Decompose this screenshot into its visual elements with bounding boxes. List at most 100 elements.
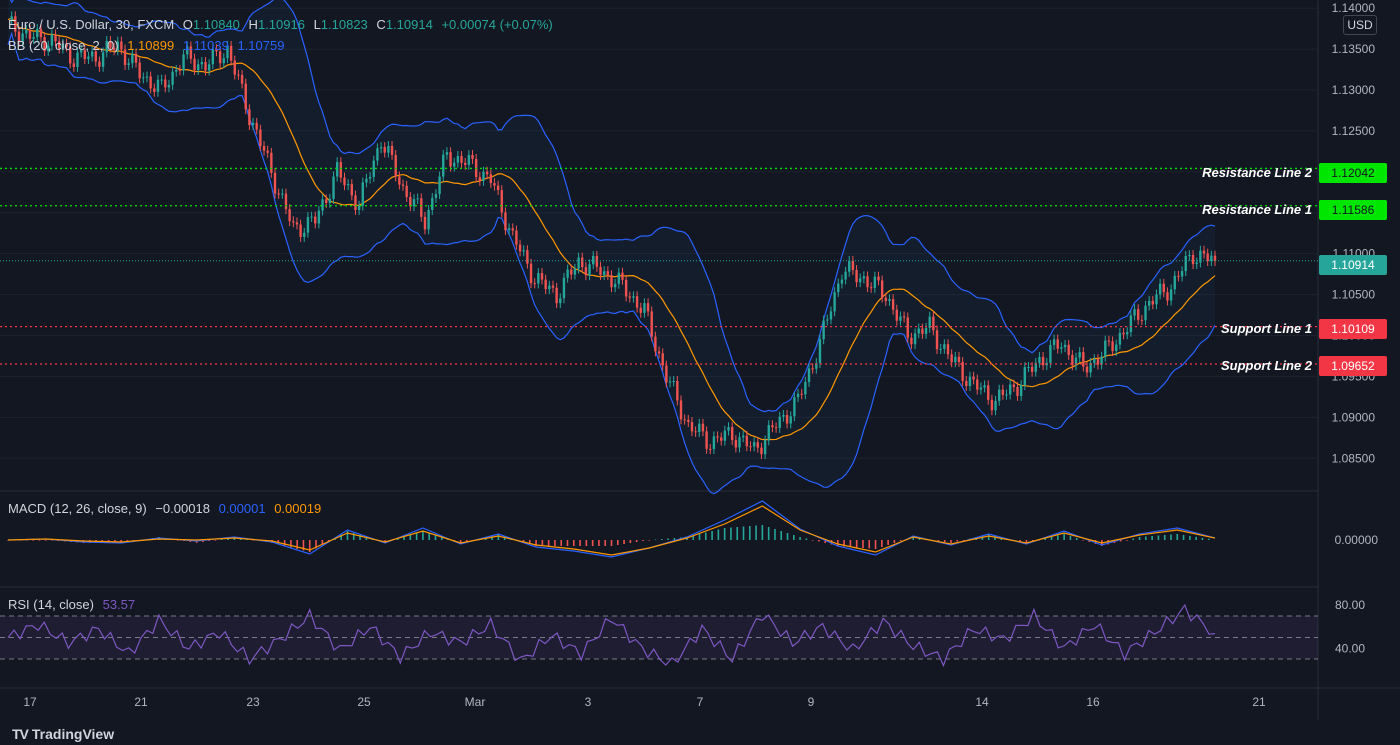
macd-hist-bar <box>887 540 889 545</box>
candle-body <box>21 33 24 42</box>
close-value: C1.10914 <box>376 17 433 32</box>
candle-body <box>851 260 855 270</box>
candle-body <box>676 380 679 401</box>
candle-body <box>1074 357 1078 366</box>
time-tick-label: 23 <box>246 695 260 709</box>
symbol-legend[interactable]: Euro / U.S. Dollar, 30, FXCM O1.10840 H1… <box>8 17 558 32</box>
macd-hist-bar <box>554 540 556 546</box>
macd-hist-bar <box>962 540 965 541</box>
macd-hist-bar <box>698 534 701 540</box>
macd-hist-bar <box>308 540 311 552</box>
macd-hist-bar <box>881 540 883 547</box>
candle-body <box>1118 332 1122 345</box>
macd-hist-bar <box>1119 540 1122 542</box>
macd-hist-bar <box>912 537 915 540</box>
candle-body <box>496 185 500 191</box>
macd-hist-bar <box>44 540 47 541</box>
candle-body <box>233 60 236 75</box>
candle-body <box>1089 362 1092 373</box>
candle-body <box>175 69 178 72</box>
candle-body <box>592 255 595 265</box>
macd-hist-bar <box>535 540 537 546</box>
candle-body <box>25 29 28 34</box>
resistance-2-label: Resistance Line 2 <box>1202 165 1312 180</box>
candle-body <box>910 337 913 345</box>
candle-body <box>1166 292 1169 301</box>
candle-body <box>555 287 558 304</box>
candle-body <box>277 193 280 195</box>
candle-body <box>445 152 449 155</box>
bb-upper-value: 1.11039 <box>182 38 229 53</box>
macd-hist-bar <box>1025 540 1028 543</box>
macd-hist-bar <box>227 538 229 540</box>
candle-body <box>829 311 833 320</box>
candle-body <box>1140 319 1144 321</box>
candle-body <box>1001 389 1005 395</box>
candle-body <box>39 28 43 38</box>
macd-hist-bar <box>786 533 789 540</box>
candle-body <box>584 267 588 276</box>
candle-body <box>968 376 972 387</box>
candle-body <box>807 368 811 382</box>
candle-body <box>47 45 50 52</box>
candle-body <box>939 348 942 350</box>
bb-legend[interactable]: BB (20, close, 2, 0) 1.10899 1.11039 1.1… <box>8 38 289 53</box>
candle-body <box>734 440 738 448</box>
candle-body <box>266 150 269 153</box>
candle-body <box>833 292 836 312</box>
candle-body <box>478 177 482 181</box>
macd-hist-bar <box>321 540 324 545</box>
macd-hist-bar <box>868 540 871 549</box>
candle-body <box>87 56 90 60</box>
candle-body <box>504 212 507 231</box>
macd-hist-bar <box>956 540 959 542</box>
candle-body <box>292 221 295 223</box>
candle-body <box>767 425 770 441</box>
macd-hist-bar <box>937 540 940 541</box>
candle-body <box>460 155 463 163</box>
time-axis[interactable]: 17 21 23 25 Mar 3 7 9 14 16 21 <box>23 695 1266 709</box>
macd-hist-bar <box>38 540 41 541</box>
candle-body <box>482 171 485 181</box>
candle-body <box>668 381 672 383</box>
macd-hist-bar <box>220 539 223 540</box>
candle-body <box>723 430 727 441</box>
candle-body <box>745 435 749 447</box>
candle-body <box>752 442 756 447</box>
tradingview-icon: TV <box>12 726 29 742</box>
macd-hist-bar <box>26 540 28 541</box>
candle-body <box>65 43 68 47</box>
candle-body <box>372 160 375 177</box>
candle-body <box>182 54 185 71</box>
candle-body <box>1195 262 1198 265</box>
candle-body <box>544 279 547 290</box>
candle-body <box>994 400 997 411</box>
candle-body <box>811 368 814 370</box>
candle-body <box>577 257 580 269</box>
macd-legend[interactable]: MACD (12, 26, close, 9) −0.00018 0.00001… <box>8 501 326 516</box>
currency-button[interactable]: USD <box>1343 15 1377 35</box>
candle-body <box>877 276 880 281</box>
candle-body <box>917 328 920 334</box>
macd-hist-bar <box>1126 540 1128 541</box>
macd-hist-bar <box>1088 540 1091 542</box>
macd-hist-bar <box>202 540 204 542</box>
candle-body <box>1202 250 1206 254</box>
rsi-legend[interactable]: RSI (14, close) 53.57 <box>8 597 140 612</box>
candle-body <box>1173 275 1176 290</box>
macd-hist-bar <box>849 540 852 547</box>
macd-hist-bar <box>346 531 349 540</box>
macd-hist-bar <box>767 527 770 540</box>
candle-body <box>687 419 690 423</box>
candle-body <box>1100 356 1103 365</box>
candle-body <box>873 276 877 288</box>
candle-body <box>902 316 906 318</box>
candle-body <box>306 217 310 233</box>
candle-body <box>120 41 123 50</box>
macd-hist-bar <box>591 540 594 546</box>
candle-body <box>1126 332 1129 335</box>
tradingview-logo[interactable]: TV TradingView <box>12 726 114 742</box>
candle-body <box>635 296 639 308</box>
candle-body <box>189 46 193 59</box>
